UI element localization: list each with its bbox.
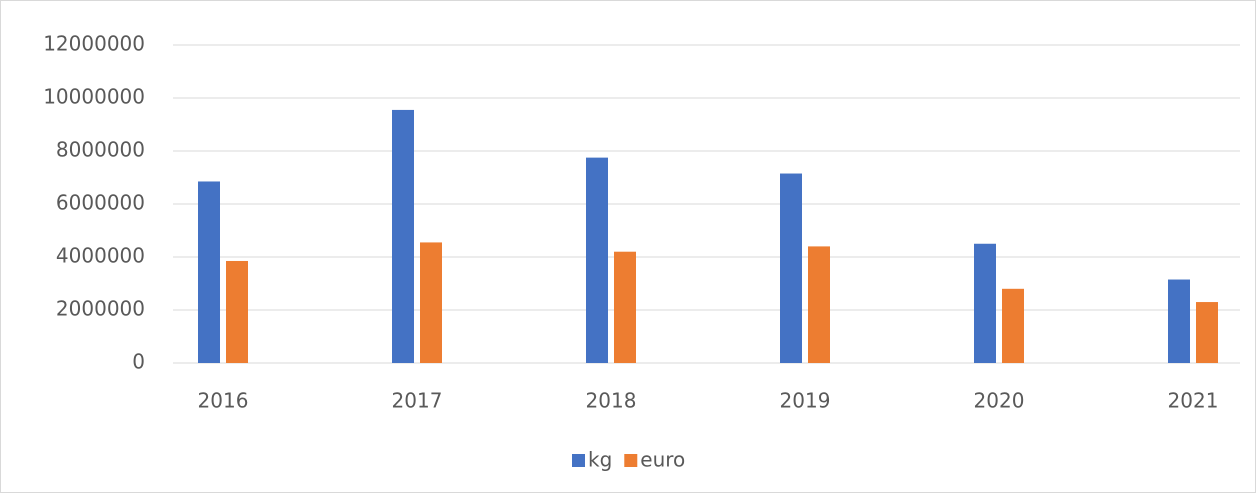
y-tick-label: 8000000	[56, 138, 145, 162]
bar	[1168, 279, 1190, 363]
bar	[226, 260, 248, 363]
legend-swatch	[624, 454, 638, 467]
x-tick-label: 2016	[198, 389, 249, 413]
bar	[420, 242, 442, 363]
x-tick-label: 2019	[780, 389, 831, 413]
bar	[1196, 302, 1218, 363]
bar	[198, 181, 220, 363]
bar	[614, 251, 636, 363]
legend-label: euro	[640, 448, 685, 472]
bar	[1002, 288, 1024, 363]
y-tick-label: 6000000	[56, 191, 145, 215]
bar	[586, 157, 608, 363]
x-tick-label: 2020	[974, 389, 1025, 413]
bar	[392, 109, 414, 363]
y-tick-label: 2000000	[56, 297, 145, 321]
x-tick-label: 2017	[392, 389, 443, 413]
legend-swatch	[572, 454, 585, 467]
y-tick-label: 10000000	[43, 85, 145, 109]
bar	[780, 173, 802, 363]
legend-label: kg	[588, 448, 612, 472]
x-tick-label: 2018	[586, 389, 637, 413]
y-tick-label: 12000000	[43, 32, 145, 56]
y-tick-label: 0	[132, 350, 145, 374]
x-tick-label: 2021	[1168, 389, 1219, 413]
bar	[808, 246, 830, 363]
y-tick-label: 4000000	[56, 244, 145, 268]
bar	[974, 243, 996, 363]
